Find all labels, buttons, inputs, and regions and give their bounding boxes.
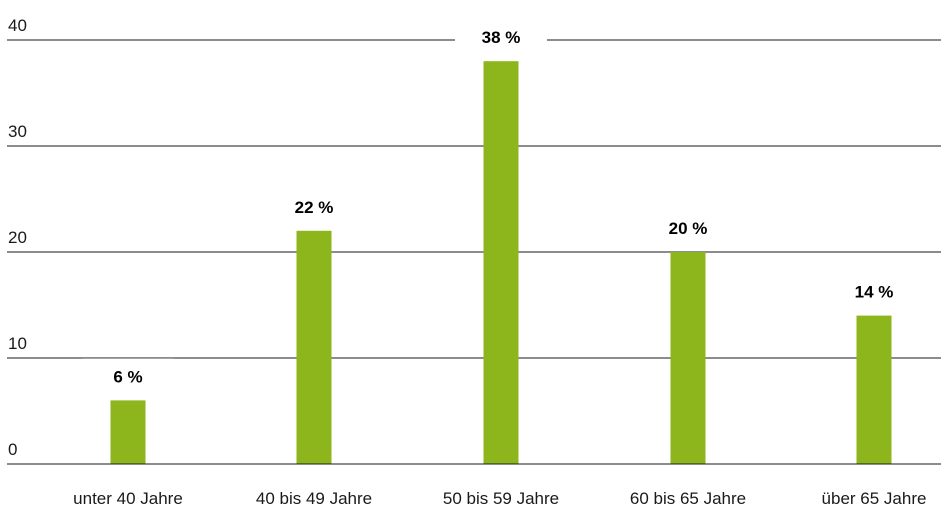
y-tick-label: 40 bbox=[8, 16, 27, 35]
label-background bbox=[828, 273, 920, 300]
data-label: 22 % bbox=[295, 198, 334, 217]
bar bbox=[296, 230, 332, 464]
label-background bbox=[455, 19, 547, 46]
bar bbox=[110, 400, 146, 464]
bar bbox=[483, 61, 519, 464]
data-label: 6 % bbox=[113, 367, 142, 386]
category-label: 40 bis 49 Jahre bbox=[256, 489, 372, 508]
bar bbox=[856, 315, 892, 464]
y-tick-label: 10 bbox=[8, 334, 27, 353]
data-label: 38 % bbox=[482, 28, 521, 47]
category-label: 60 bis 65 Jahre bbox=[630, 489, 746, 508]
y-tick-label: 30 bbox=[8, 122, 27, 141]
y-tick-label: 20 bbox=[8, 228, 27, 247]
y-tick-label: 0 bbox=[8, 440, 17, 459]
category-label: unter 40 Jahre bbox=[73, 489, 183, 508]
label-background bbox=[82, 358, 174, 385]
bar bbox=[670, 252, 706, 464]
data-label: 14 % bbox=[855, 283, 894, 302]
category-label: über 65 Jahre bbox=[822, 489, 927, 508]
label-background bbox=[642, 210, 734, 236]
label-background bbox=[268, 188, 360, 215]
category-label: 50 bis 59 Jahre bbox=[443, 489, 559, 508]
data-label: 20 % bbox=[669, 219, 708, 238]
